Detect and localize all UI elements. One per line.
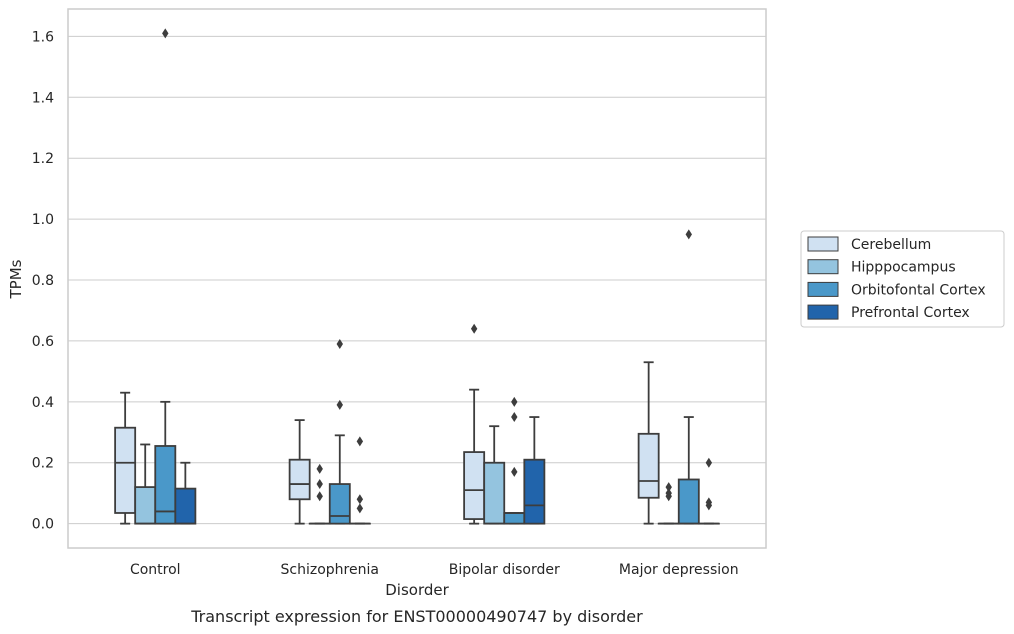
box-plot — [308, 463, 331, 525]
outlier-point — [316, 479, 323, 490]
outlier-point — [336, 399, 343, 410]
box — [523, 458, 546, 525]
box — [114, 426, 137, 514]
box — [174, 487, 197, 525]
box-plot — [677, 229, 700, 525]
box-plot — [348, 436, 371, 525]
box-plot — [483, 425, 506, 525]
legend-swatch — [807, 259, 839, 275]
outlier-point — [511, 396, 518, 407]
outlier-point — [356, 503, 364, 514]
outlier-point — [316, 463, 323, 474]
box-plot — [134, 443, 157, 525]
box-plot — [463, 323, 486, 525]
box-plot — [697, 457, 720, 525]
box-plot — [328, 338, 351, 525]
outlier-point — [470, 323, 478, 334]
outlier-point — [511, 466, 518, 477]
y-tick-label: 0.6 — [32, 334, 54, 350]
box — [503, 512, 526, 525]
outlier-point — [162, 28, 169, 39]
outlier-point — [336, 338, 343, 349]
y-tick-label: 0.0 — [32, 517, 54, 533]
legend-swatch — [807, 236, 839, 252]
x-tick-label: Major depression — [619, 562, 739, 578]
box-plot — [637, 361, 660, 525]
box-plot — [154, 28, 177, 525]
y-tick-label: 1.0 — [32, 212, 54, 228]
y-tick-label: 1.6 — [32, 29, 54, 45]
legend-swatch — [807, 281, 839, 297]
box — [134, 486, 157, 525]
y-tick-label: 0.8 — [32, 273, 54, 289]
outlier-point — [705, 457, 713, 468]
x-tick-label: Control — [130, 562, 181, 578]
y-tick-label: 1.4 — [32, 90, 54, 106]
outlier-point — [665, 482, 672, 493]
legend-label: Hipppocampus — [851, 260, 956, 276]
outlier-point — [705, 500, 713, 511]
x-tick-label: Schizophrenia — [281, 562, 379, 578]
legend-label: Prefrontal Cortex — [851, 305, 970, 321]
outlier-point — [665, 491, 672, 502]
legend-swatch — [807, 304, 839, 320]
box — [463, 451, 486, 520]
outlier-point — [685, 229, 692, 240]
legend: Cerebellum Hipppocampus Orbitofontal Corte… — [800, 230, 1005, 328]
box — [637, 432, 660, 499]
box — [154, 445, 177, 525]
y-tick-labels: 0.0 0.2 0.4 0.6 0.8 1.0 1.2 1.4 1.6 — [32, 29, 54, 532]
legend-label: Cerebellum — [851, 237, 931, 253]
y-tick-label: 0.2 — [32, 456, 54, 472]
x-tick-labels: Control Schizophrenia Bipolar disorder Majo… — [130, 562, 739, 578]
x-tick-label: Bipolar disorder — [449, 562, 560, 578]
outlier-point — [356, 494, 364, 505]
box — [328, 483, 351, 525]
box — [483, 461, 506, 525]
legend-frame — [800, 230, 1005, 328]
box-plot — [114, 391, 137, 525]
outlier-point — [511, 412, 518, 423]
legend-label: Orbitofontal Cortex — [851, 282, 986, 298]
box — [288, 458, 311, 501]
x-axis-label: Disorder — [385, 581, 449, 599]
box-plot — [288, 419, 311, 525]
box — [677, 478, 700, 525]
box-plot — [523, 416, 546, 525]
box-plot — [174, 461, 197, 525]
outlier-point — [356, 436, 364, 447]
chart-caption: Transcript expression for ENST0000049074… — [190, 607, 643, 626]
y-tick-label: 0.4 — [32, 395, 54, 411]
y-tick-label: 1.2 — [32, 151, 54, 167]
box-plots — [114, 28, 720, 525]
y-axis-label: TPMs — [7, 259, 25, 299]
plot-frame — [67, 8, 767, 549]
outlier-point — [316, 491, 323, 502]
